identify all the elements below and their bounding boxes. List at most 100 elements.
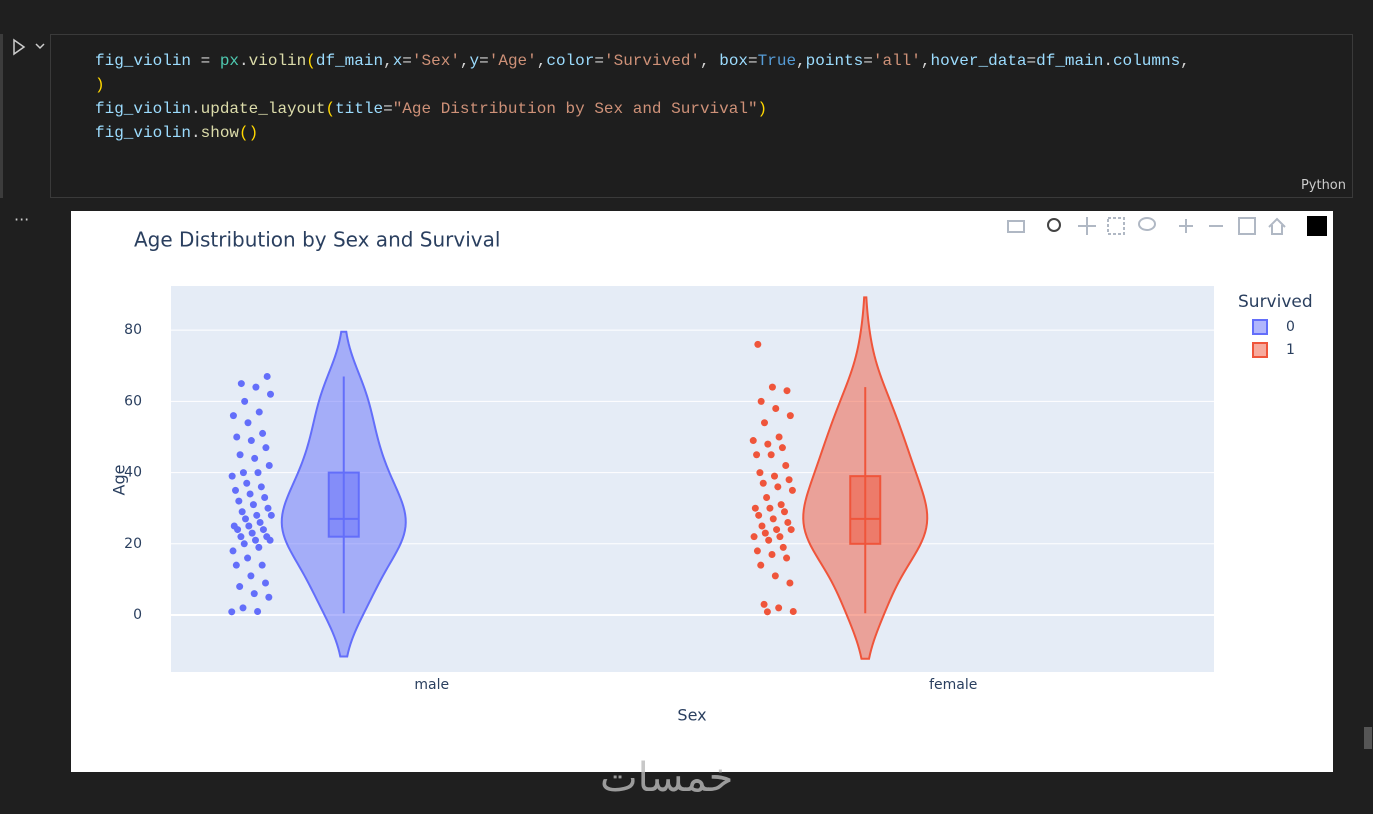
code-token: , [383, 52, 393, 70]
point [783, 554, 791, 562]
camera-icon[interactable] [1007, 220, 1025, 233]
point [267, 390, 274, 398]
point [771, 472, 778, 480]
code-line: fig_violin = px.violin(df_main,x='Sex',y… [95, 49, 1190, 73]
autoscale-icon[interactable] [1238, 217, 1256, 235]
code-token: color [546, 52, 595, 70]
zoom-icon[interactable] [1047, 218, 1061, 232]
point [264, 504, 272, 512]
point [261, 494, 269, 502]
point [239, 469, 247, 477]
left-bar [0, 34, 3, 198]
point [259, 526, 267, 534]
point [786, 412, 794, 420]
point [228, 608, 236, 616]
code-token: = [383, 100, 393, 118]
code-cell[interactable]: fig_violin = px.violin(df_main,x='Sex',y… [50, 34, 1353, 198]
point [761, 529, 769, 537]
code-token: = [191, 52, 220, 70]
code-line: fig_violin.update_layout(title="Age Dist… [95, 97, 1190, 121]
point [784, 518, 792, 526]
point [788, 486, 796, 494]
point [258, 561, 266, 569]
point [251, 454, 259, 462]
point [230, 522, 238, 530]
code-token: px [219, 52, 240, 70]
plotly-logo[interactable] [1307, 216, 1327, 236]
point [247, 572, 255, 580]
point [240, 540, 248, 548]
code-token: update_layout [200, 100, 326, 118]
point [256, 518, 264, 526]
point [245, 522, 253, 530]
code-token: , [1180, 52, 1190, 70]
point [785, 476, 793, 484]
point [233, 433, 241, 441]
code-token: show [200, 124, 240, 142]
point [751, 504, 759, 512]
code-token: violin [248, 52, 307, 70]
y-axis-title: Age [110, 465, 129, 496]
x-tick-label: male [414, 677, 449, 693]
select-icon[interactable] [1107, 217, 1125, 235]
point [232, 561, 240, 569]
point [753, 547, 761, 555]
point [229, 412, 237, 420]
point [777, 501, 785, 509]
code-token: () [239, 124, 259, 142]
code-token: ) [757, 100, 768, 118]
code-token: . [239, 52, 249, 70]
point [774, 483, 782, 491]
y-tick-label: 80 [124, 322, 142, 338]
code-token: fig_violin [95, 100, 192, 118]
point [229, 547, 237, 555]
point [263, 533, 271, 541]
code-token: 'Sex' [411, 52, 460, 70]
point [228, 472, 236, 480]
code-token: = [748, 52, 758, 70]
point [768, 550, 776, 558]
point [775, 604, 783, 612]
point [768, 383, 776, 391]
reset-icon[interactable] [1268, 217, 1286, 235]
code-token: df_main [1036, 52, 1104, 70]
chart: Age Distribution by Sex and Survival Sex… [110, 216, 1327, 725]
point [767, 451, 775, 459]
point [265, 461, 273, 469]
zoom-in-icon[interactable] [1179, 219, 1193, 233]
point [259, 429, 267, 437]
point [786, 579, 794, 587]
legend-swatch [1252, 319, 1268, 335]
run-button[interactable] [10, 38, 50, 58]
plot-layer [171, 296, 1214, 660]
point [755, 511, 763, 519]
point [248, 529, 256, 537]
point [252, 536, 259, 544]
point [765, 536, 773, 544]
code-token: , [459, 52, 470, 70]
point [756, 469, 764, 477]
x-tick-label: female [929, 677, 977, 693]
point [763, 494, 771, 502]
pan-icon[interactable] [1078, 217, 1096, 235]
point [255, 543, 263, 551]
legend-title: Survived [1238, 292, 1313, 312]
lasso-icon[interactable] [1138, 217, 1156, 231]
point [782, 461, 790, 469]
language-label[interactable]: Python [1300, 178, 1346, 193]
code-token: , [796, 52, 806, 70]
point [244, 419, 252, 427]
output: Age Distribution by Sex and Survival Sex… [71, 211, 1333, 772]
point [778, 444, 786, 452]
scroll-handle [1364, 727, 1372, 749]
code-token: points [805, 52, 864, 70]
point [773, 526, 781, 534]
code-token: , [700, 52, 720, 70]
output-menu[interactable]: ··· [14, 210, 30, 229]
point [253, 511, 261, 519]
point [766, 504, 774, 512]
code-token: = [594, 52, 604, 70]
point [764, 440, 772, 448]
point [769, 515, 777, 523]
